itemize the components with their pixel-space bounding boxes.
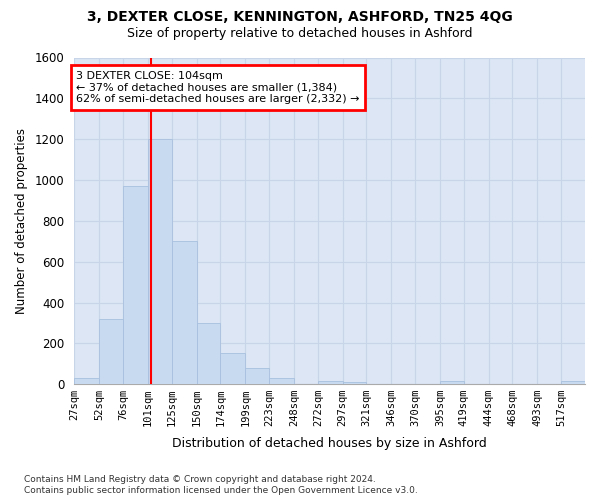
Bar: [245, 368, 269, 384]
Bar: [74, 378, 99, 384]
Bar: [440, 381, 464, 384]
Bar: [197, 323, 220, 384]
Y-axis label: Number of detached properties: Number of detached properties: [15, 128, 28, 314]
Bar: [220, 352, 245, 384]
Bar: [269, 378, 294, 384]
Text: 3, DEXTER CLOSE, KENNINGTON, ASHFORD, TN25 4QG: 3, DEXTER CLOSE, KENNINGTON, ASHFORD, TN…: [87, 10, 513, 24]
Text: Contains HM Land Registry data © Crown copyright and database right 2024.: Contains HM Land Registry data © Crown c…: [24, 475, 376, 484]
Bar: [343, 382, 367, 384]
X-axis label: Distribution of detached houses by size in Ashford: Distribution of detached houses by size …: [172, 437, 487, 450]
Text: Contains public sector information licensed under the Open Government Licence v3: Contains public sector information licen…: [24, 486, 418, 495]
Text: Size of property relative to detached houses in Ashford: Size of property relative to detached ho…: [127, 28, 473, 40]
Bar: [318, 381, 343, 384]
Bar: [123, 186, 148, 384]
Bar: [172, 242, 197, 384]
Bar: [99, 319, 123, 384]
Text: 3 DEXTER CLOSE: 104sqm
← 37% of detached houses are smaller (1,384)
62% of semi-: 3 DEXTER CLOSE: 104sqm ← 37% of detached…: [76, 71, 360, 104]
Bar: [561, 381, 585, 384]
Bar: [148, 139, 172, 384]
